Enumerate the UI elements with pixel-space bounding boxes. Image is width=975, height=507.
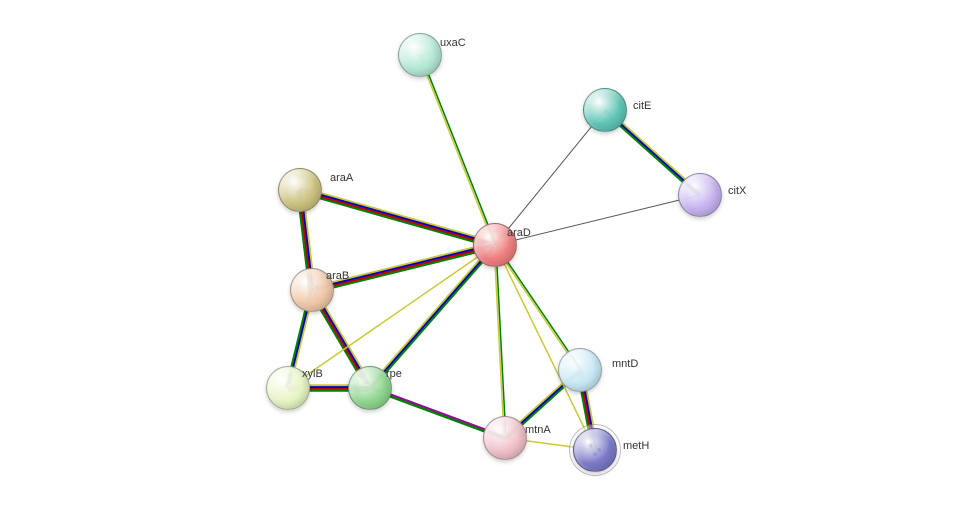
edge-araA-araD [300,191,495,246]
edge-rpe-araD [370,245,495,388]
edge-araB-araD [312,244,495,289]
edge-araB-araD [312,246,495,291]
node-circle-icon [473,223,517,267]
node-circle-icon [278,168,322,212]
node-texture-icon [574,429,616,471]
node-circle-icon [573,428,617,472]
edge-mtnA-araD [494,245,504,438]
node-circle-icon [558,348,602,392]
edge-araA-araD [299,193,494,248]
node-circle-icon [583,88,627,132]
node-circle-icon [348,366,392,410]
edge-araD-uxaC [421,55,496,245]
edge-araA-araD [301,187,496,242]
edge-araA-araD [300,189,495,244]
node-circle-icon [678,173,722,217]
node-circle-icon [398,33,442,77]
edge-mtnA-araD [496,245,506,438]
node-circle-icon [290,268,334,312]
edge-araD-citX [495,195,700,245]
network-diagram: araDuxaCcitEcitXaraAaraBxylBrpemtnAmetHm… [0,0,975,507]
node-circle-icon [266,366,310,410]
edge-araD-uxaC [419,55,494,245]
edge-rpe-araD [369,244,494,387]
node-circle-icon [483,416,527,460]
edge-araD-citE [495,110,605,245]
edge-araB-araD [313,248,496,293]
